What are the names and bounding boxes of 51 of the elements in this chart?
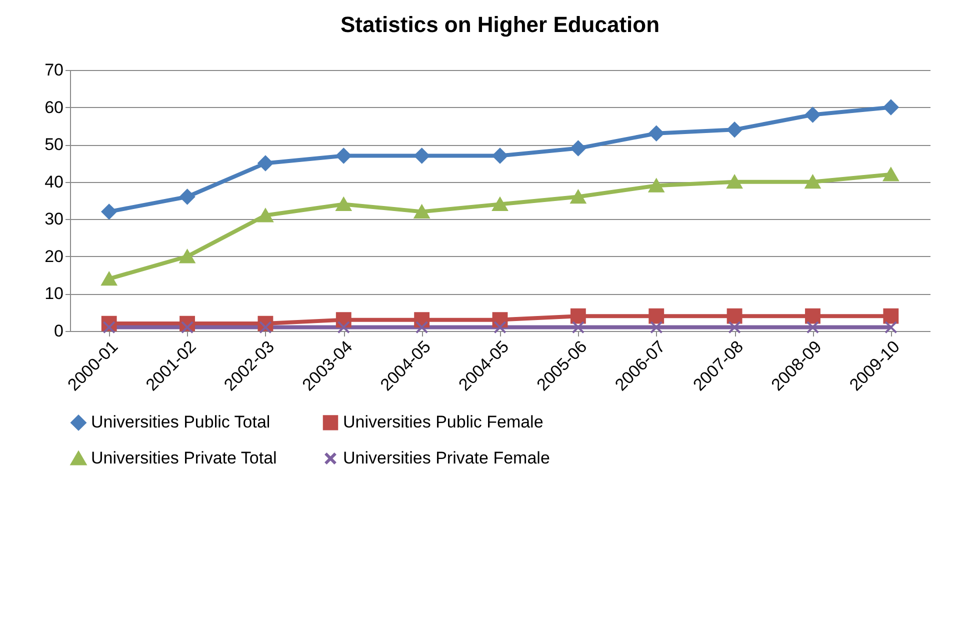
point <box>883 168 899 182</box>
point <box>806 320 820 334</box>
y-tick-label: 70 <box>44 60 64 80</box>
legend-label: Universities Private Female <box>343 448 550 468</box>
y-tick-label: 0 <box>54 322 64 340</box>
point <box>883 308 899 324</box>
point <box>570 190 586 204</box>
point <box>492 148 508 164</box>
point <box>726 308 742 324</box>
chart-title: Statistics on Higher Education <box>340 12 660 37</box>
y-tick-label: 50 <box>44 135 64 154</box>
point <box>805 308 820 324</box>
point <box>101 272 117 286</box>
point <box>415 320 428 334</box>
y-tick-label: 60 <box>44 98 64 117</box>
point <box>570 308 586 324</box>
point <box>570 140 586 156</box>
legend-label: Universities Public Total <box>91 412 270 432</box>
point <box>726 175 742 189</box>
point <box>258 208 274 222</box>
point <box>180 189 195 204</box>
y-tick-label: 30 <box>44 210 64 229</box>
point <box>259 320 272 334</box>
point <box>805 175 820 189</box>
point <box>650 320 663 334</box>
y-tick-label: 40 <box>44 172 64 192</box>
point <box>101 204 117 220</box>
point <box>648 126 664 142</box>
point <box>336 148 352 164</box>
point <box>492 197 508 212</box>
point <box>726 122 742 138</box>
point <box>414 204 430 218</box>
point <box>258 156 274 171</box>
legend-label: Universities Private Total <box>91 448 277 468</box>
point <box>180 320 194 334</box>
y-tick-label: 10 <box>44 284 64 304</box>
point <box>414 148 430 164</box>
y-tick-label: 20 <box>44 246 64 266</box>
point <box>336 197 352 212</box>
point <box>648 178 664 192</box>
point <box>805 107 820 122</box>
point <box>180 250 195 264</box>
point <box>102 320 116 334</box>
point <box>572 320 585 334</box>
legend-label: Universities Public Female <box>343 412 544 432</box>
point <box>884 320 898 334</box>
point <box>494 320 506 334</box>
point <box>728 320 741 334</box>
point <box>883 100 899 115</box>
point <box>648 308 664 324</box>
point <box>337 320 350 334</box>
